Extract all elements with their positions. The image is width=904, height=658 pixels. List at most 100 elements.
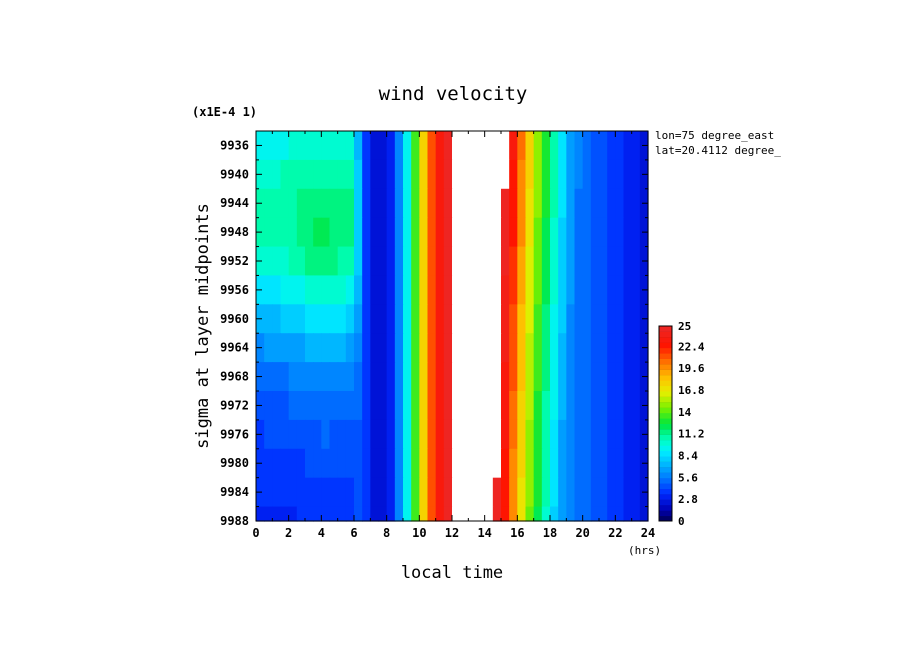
heatmap-cell bbox=[558, 159, 567, 190]
heatmap-cell bbox=[419, 391, 429, 421]
heatmap-cell bbox=[427, 419, 437, 450]
heatmap-cell bbox=[435, 217, 445, 248]
y-tick-label: 9984 bbox=[220, 485, 249, 499]
heatmap-cell bbox=[305, 477, 314, 508]
heatmap-cell bbox=[517, 217, 527, 248]
heatmap-cell bbox=[452, 362, 461, 392]
heatmap-cell bbox=[443, 391, 453, 421]
colorbar-swatch bbox=[659, 412, 672, 419]
colorbar-swatch bbox=[659, 363, 672, 370]
heatmap-cell bbox=[313, 304, 322, 334]
heatmap-cell bbox=[345, 477, 355, 508]
heatmap-cell bbox=[615, 448, 625, 479]
heatmap-cell bbox=[509, 506, 518, 522]
heatmap-cell bbox=[394, 246, 404, 277]
heatmap-cell bbox=[386, 419, 396, 450]
heatmap-cell bbox=[501, 477, 510, 508]
heatmap-cell bbox=[288, 506, 298, 522]
x-unit: (hrs) bbox=[628, 544, 661, 557]
heatmap-cell bbox=[264, 217, 273, 248]
heatmap-cell bbox=[345, 159, 355, 190]
heatmap-cell bbox=[631, 304, 641, 334]
heatmap-cell bbox=[337, 477, 347, 508]
heatmap-cell bbox=[313, 131, 322, 161]
heatmap-cell bbox=[541, 246, 551, 277]
heatmap-cell bbox=[403, 391, 412, 421]
y-axis-label: sigma at layer midpoints bbox=[193, 203, 213, 449]
heatmap-cell bbox=[476, 159, 486, 190]
heatmap-cell bbox=[460, 188, 469, 219]
heatmap-cell bbox=[394, 304, 404, 334]
annotation-lat: lat=20.4112 degree_ bbox=[655, 144, 781, 157]
heatmap-cell bbox=[313, 391, 322, 421]
heatmap-cell bbox=[468, 131, 478, 161]
heatmap-cell bbox=[354, 246, 363, 277]
heatmap-cell bbox=[533, 275, 543, 305]
heatmap-cell bbox=[321, 333, 331, 363]
heatmap-cell bbox=[525, 362, 535, 392]
heatmap-cell bbox=[509, 246, 518, 277]
heatmap-cell bbox=[427, 275, 437, 305]
heatmap-cell bbox=[435, 506, 445, 522]
heatmap-cell bbox=[525, 506, 535, 522]
heatmap-cell bbox=[509, 131, 518, 161]
heatmap-cell bbox=[574, 506, 584, 522]
heatmap-cell bbox=[541, 131, 551, 161]
heatmap-cell bbox=[599, 419, 608, 450]
heatmap-cell bbox=[362, 419, 371, 450]
colorbar-swatch bbox=[659, 353, 672, 359]
heatmap-cell bbox=[558, 217, 567, 248]
heatmap-cell bbox=[574, 188, 584, 219]
colorbar-swatch bbox=[659, 401, 672, 408]
heatmap-cell bbox=[582, 448, 592, 479]
heatmap-cell bbox=[419, 246, 429, 277]
heatmap-cell bbox=[623, 131, 633, 161]
heatmap-cell bbox=[476, 304, 486, 334]
heatmap-cell bbox=[378, 159, 388, 190]
colorbar-swatch bbox=[659, 418, 672, 424]
heatmap-cell bbox=[386, 275, 396, 305]
heatmap-cell bbox=[550, 419, 559, 450]
heatmap-cell bbox=[607, 419, 616, 450]
heatmap-cell bbox=[288, 188, 298, 219]
heatmap-cell bbox=[288, 333, 298, 363]
heatmap-cell bbox=[370, 131, 380, 161]
heatmap-cell bbox=[607, 391, 616, 421]
heatmap-cell bbox=[288, 246, 298, 277]
x-tick-label: 12 bbox=[445, 526, 459, 540]
heatmap-cell bbox=[623, 506, 633, 522]
heatmap-cell bbox=[272, 362, 282, 392]
heatmap-cell bbox=[574, 477, 584, 508]
heatmap-cell bbox=[345, 419, 355, 450]
heatmap-cell bbox=[492, 275, 502, 305]
heatmap-cell bbox=[264, 188, 273, 219]
heatmap-cell bbox=[411, 333, 420, 363]
heatmap-cell bbox=[550, 246, 559, 277]
heatmap-cell bbox=[599, 477, 608, 508]
heatmap-cell bbox=[623, 333, 633, 363]
heatmap-cell bbox=[566, 217, 576, 248]
heatmap-cell bbox=[484, 246, 494, 277]
heatmap-cell bbox=[460, 275, 469, 305]
heatmap-cell bbox=[517, 275, 527, 305]
heatmap-cell bbox=[639, 506, 649, 522]
heatmap-cell bbox=[280, 448, 290, 479]
heatmap-cell bbox=[590, 217, 600, 248]
y-tick-label: 9976 bbox=[220, 427, 249, 441]
heatmap-cell bbox=[566, 275, 576, 305]
heatmap-cell bbox=[599, 333, 608, 363]
heatmap-cell bbox=[403, 217, 412, 248]
heatmap-cell bbox=[435, 131, 445, 161]
heatmap-cell bbox=[386, 159, 396, 190]
heatmap-cell bbox=[452, 448, 461, 479]
y-tick-label: 9960 bbox=[220, 312, 249, 326]
heatmap-cell bbox=[337, 217, 347, 248]
heatmap-cell bbox=[558, 246, 567, 277]
heatmap-cell bbox=[509, 159, 518, 190]
heatmap-cell bbox=[582, 506, 592, 522]
heatmap-cell bbox=[484, 391, 494, 421]
heatmap-cell bbox=[386, 506, 396, 522]
heatmap-cell bbox=[525, 333, 535, 363]
heatmap-cell bbox=[484, 188, 494, 219]
heatmap-cell bbox=[370, 362, 380, 392]
